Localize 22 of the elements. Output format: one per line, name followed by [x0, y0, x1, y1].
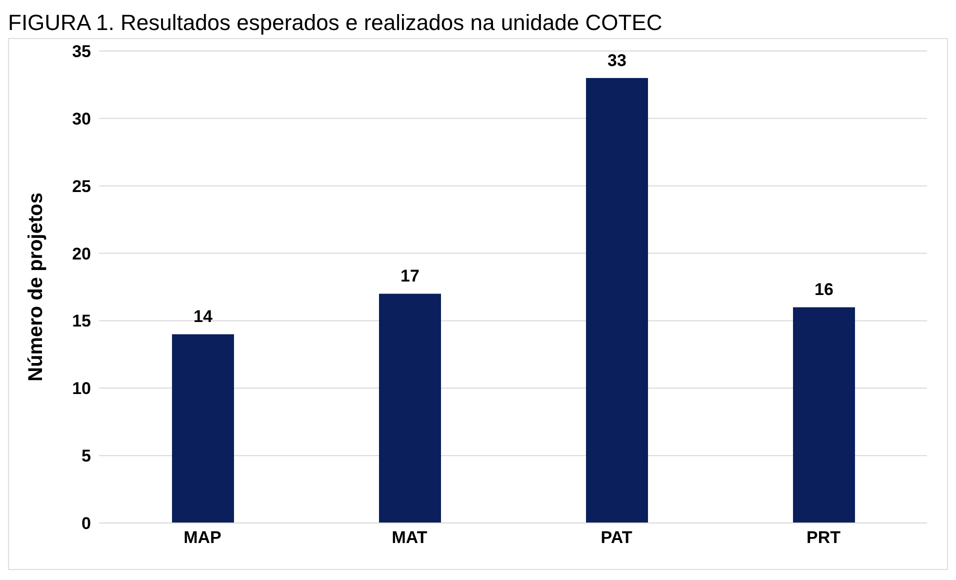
- x-tick-label: PAT: [600, 528, 633, 548]
- x-tick-label: PRT: [806, 528, 842, 548]
- y-tick-label: 30: [72, 109, 91, 128]
- bar: [379, 294, 441, 523]
- data-label: 16: [814, 280, 834, 300]
- y-tick-label: 0: [82, 514, 91, 534]
- data-label: 33: [608, 50, 626, 70]
- y-tick-label: 25: [72, 176, 91, 196]
- chart-title: FIGURA 1. Resultados esperados e realizados na unidade COTEC: [8, 9, 664, 37]
- data-label: 17: [400, 266, 420, 286]
- y-tick-label: 5: [82, 446, 91, 466]
- bar: [793, 307, 855, 523]
- bar: [586, 78, 648, 523]
- y-tick-label: 10: [72, 379, 91, 398]
- y-tick-label: 20: [72, 244, 91, 264]
- x-tick-label: MAT: [392, 528, 428, 548]
- bar: [172, 334, 234, 523]
- y-tick-label: 35: [72, 42, 91, 62]
- y-axis-title: Número de projetos: [25, 192, 48, 382]
- x-tick-label: MAP: [184, 528, 222, 548]
- data-label: 14: [194, 307, 213, 326]
- y-tick-label: 15: [72, 312, 91, 331]
